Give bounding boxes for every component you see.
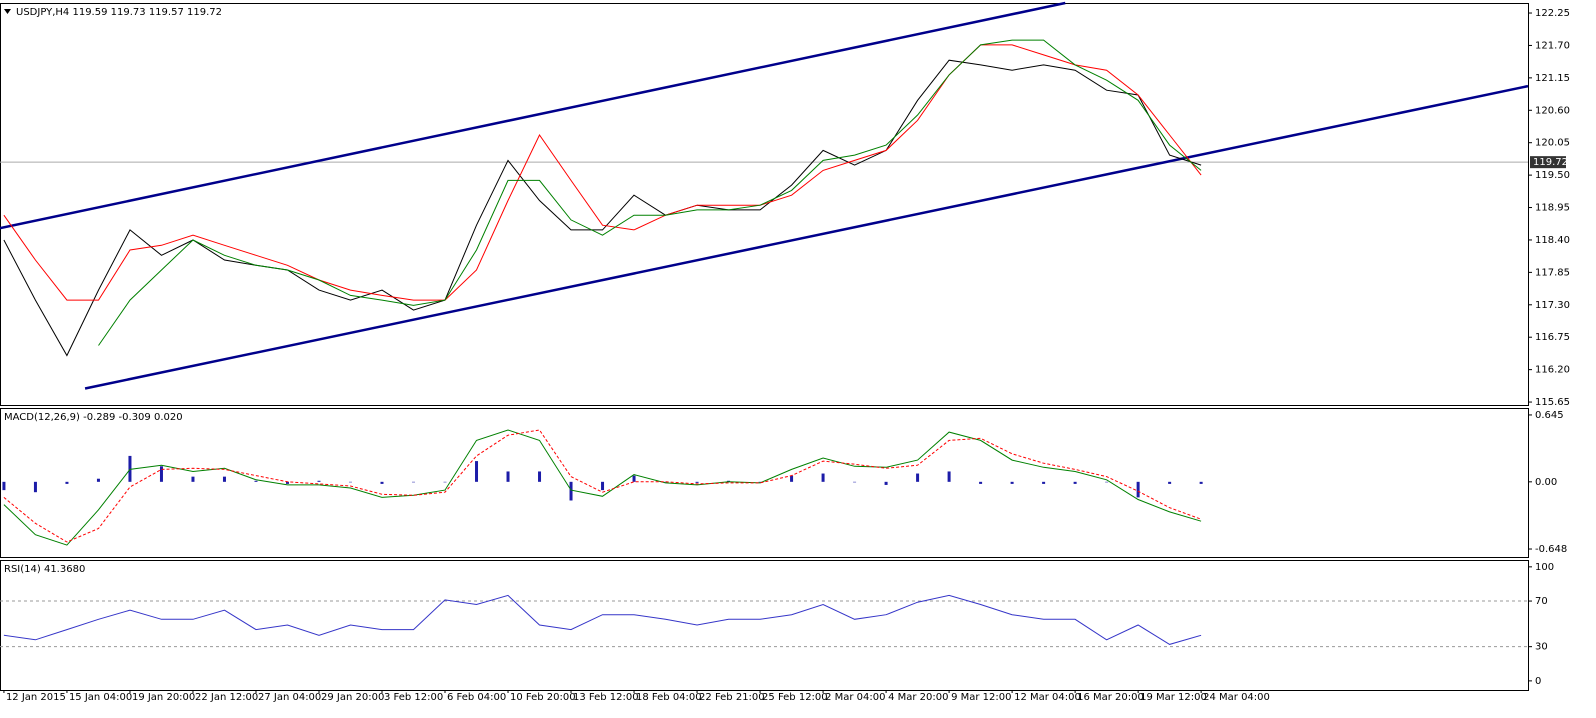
- x-tick-label: 3 Feb 12:00: [384, 692, 443, 703]
- x-tick-label: 16 Mar 20:00: [1077, 692, 1144, 703]
- x-tick-label: 25 Feb 12:00: [762, 692, 828, 703]
- pane-header: USDJPY,H4 119.59 119.73 119.57 119.72: [16, 7, 222, 18]
- menu-arrow[interactable]: [4, 9, 11, 14]
- y-tick-label: 100: [1535, 562, 1554, 573]
- histogram-bar: [538, 471, 542, 482]
- channel-line: [84, 84, 1529, 390]
- histogram-bar: [2, 481, 6, 491]
- histogram-bar: [1010, 481, 1014, 484]
- last-price-label: 119.72: [1533, 157, 1568, 168]
- x-tick-label: 29 Jan 20:00: [321, 692, 384, 703]
- y-tick-label: 116.20: [1535, 365, 1570, 376]
- histogram-bar: [1042, 481, 1046, 484]
- histogram-bar: [1136, 481, 1140, 498]
- histogram-bar: [380, 481, 384, 484]
- histogram-bar: [1168, 481, 1172, 484]
- histogram-bar: [947, 471, 951, 482]
- histogram-bar: [348, 481, 352, 483]
- histogram-bar: [475, 461, 479, 482]
- histogram-bar: [65, 481, 69, 484]
- histogram-bar: [979, 481, 983, 484]
- y-tick-label: 120.05: [1535, 138, 1570, 149]
- last-price-box: [1530, 156, 1566, 169]
- x-tick-label: 18 Feb 04:00: [636, 692, 702, 703]
- x-tick-label: 15 Jan 04:00: [69, 692, 132, 703]
- y-tick-label: 115.65: [1535, 397, 1570, 408]
- y-tick-label: 0: [1535, 676, 1541, 687]
- pane-header: RSI(14) 41.3680: [4, 564, 85, 575]
- x-tick-label: 12 Mar 04:00: [1014, 692, 1081, 703]
- y-tick-label: 118.95: [1535, 203, 1570, 214]
- x-tick-label: 13 Feb 12:00: [573, 692, 639, 703]
- y-tick-label: 30: [1535, 642, 1548, 653]
- x-tick-label: 6 Feb 04:00: [447, 692, 506, 703]
- y-tick-label: 119.50: [1535, 170, 1570, 181]
- y-tick-label: 116.75: [1535, 332, 1570, 343]
- y-tick-label: 0.645: [1535, 410, 1564, 421]
- x-tick-label: 12 Jan 2015: [6, 692, 66, 703]
- y-tick-label: 117.85: [1535, 267, 1570, 278]
- histogram-bar: [96, 478, 100, 482]
- series-line: [3, 429, 1202, 543]
- y-tick-label: 70: [1535, 596, 1548, 607]
- histogram-bar: [1073, 481, 1077, 484]
- histogram-bar: [601, 481, 605, 491]
- x-tick-label: 9 Mar 12:00: [951, 692, 1011, 703]
- histogram-bar: [632, 475, 636, 482]
- histogram-bar: [664, 481, 668, 483]
- pane-frame: [0, 560, 1529, 691]
- histogram-bar: [821, 473, 825, 482]
- x-tick-label: 22 Jan 12:00: [195, 692, 258, 703]
- histogram-bar: [758, 481, 762, 483]
- pane-frame: [0, 3, 1529, 406]
- histogram-bar: [159, 466, 163, 482]
- y-tick-label: 117.30: [1535, 300, 1570, 311]
- x-tick-label: 24 Mar 04:00: [1203, 692, 1270, 703]
- histogram-bar: [128, 455, 132, 482]
- histogram-bar: [790, 475, 794, 482]
- histogram-bar: [853, 481, 857, 483]
- y-tick-label: 121.15: [1535, 73, 1570, 84]
- x-tick-label: 4 Mar 20:00: [888, 692, 948, 703]
- x-tick-label: 19 Jan 20:00: [132, 692, 195, 703]
- histogram-bar: [191, 476, 195, 482]
- y-tick-label: 0.00: [1535, 477, 1557, 488]
- series-line: [3, 44, 1202, 301]
- y-tick-label: 121.70: [1535, 40, 1570, 51]
- series-line: [3, 59, 1202, 357]
- pane-frame: [0, 408, 1529, 558]
- x-tick-label: 2 Mar 04:00: [825, 692, 885, 703]
- histogram-bar: [254, 480, 258, 482]
- histogram-bar: [1105, 481, 1109, 483]
- histogram-bar: [412, 481, 416, 483]
- histogram-bar: [33, 481, 37, 493]
- channel-line: [0, 1, 1066, 230]
- pane-header: MACD(12,26,9) -0.289 -0.309 0.020: [4, 412, 183, 423]
- histogram-bar: [443, 481, 447, 483]
- histogram-bar: [569, 481, 573, 501]
- x-tick-label: 19 Mar 12:00: [1140, 692, 1207, 703]
- y-tick-label: 122.25: [1535, 8, 1570, 19]
- histogram-bar: [695, 481, 699, 483]
- x-tick-label: 10 Feb 20:00: [510, 692, 576, 703]
- histogram-bar: [222, 476, 226, 482]
- y-tick-label: 118.40: [1535, 235, 1570, 246]
- series-line: [3, 594, 1202, 645]
- histogram-bar: [285, 481, 289, 484]
- histogram-bar: [1199, 481, 1203, 484]
- histogram-bar: [916, 473, 920, 482]
- series-line: [98, 39, 1202, 346]
- x-tick-label: 22 Feb 21:00: [699, 692, 765, 703]
- x-tick-label: 27 Jan 04:00: [258, 692, 321, 703]
- histogram-bar: [317, 480, 321, 482]
- y-tick-label: 120.60: [1535, 105, 1570, 116]
- histogram-bar: [506, 471, 510, 482]
- series-line: [3, 429, 1202, 546]
- y-tick-label: -0.648: [1535, 544, 1567, 555]
- histogram-bar: [884, 481, 888, 485]
